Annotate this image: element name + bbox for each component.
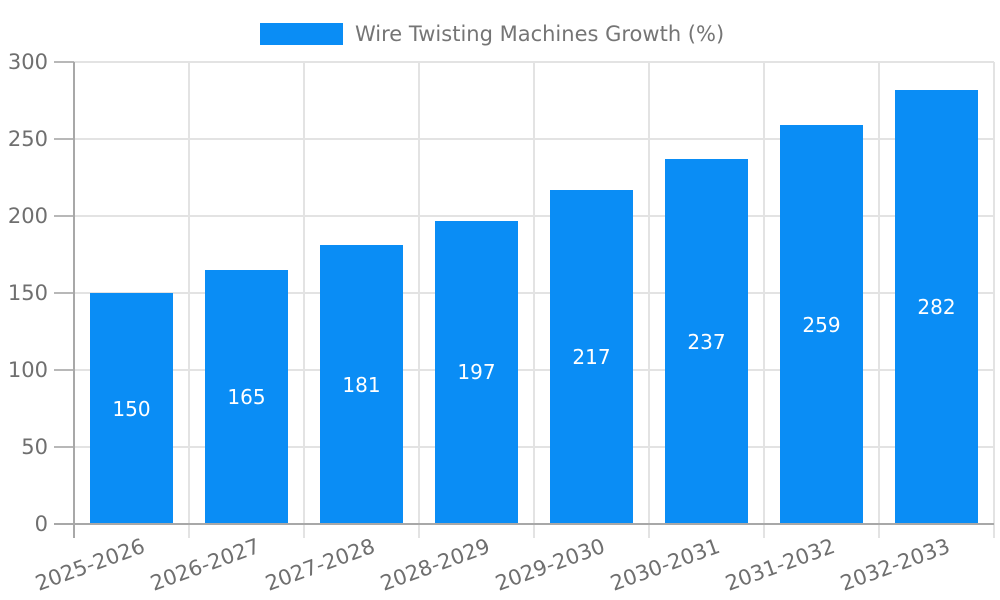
bar	[435, 220, 518, 524]
bar	[90, 293, 173, 524]
y-tick-label: 100	[7, 358, 48, 382]
x-gridline	[648, 62, 650, 538]
x-gridline	[533, 62, 535, 538]
bar	[780, 125, 863, 524]
bar	[550, 189, 633, 524]
y-tick-mark	[54, 369, 74, 371]
bar	[320, 245, 403, 524]
y-tick-mark	[54, 446, 74, 448]
bar	[895, 89, 978, 524]
x-tick-label: 2026-2027	[147, 533, 264, 596]
y-tick-label: 150	[7, 281, 48, 305]
y-tick-label: 200	[7, 204, 48, 228]
legend-swatch-icon	[260, 23, 343, 45]
x-gridline	[878, 62, 880, 538]
y-axis-line	[73, 62, 75, 538]
x-tick-label: 2030-2031	[607, 533, 724, 596]
x-tick-label: 2027-2028	[262, 533, 379, 596]
bar	[205, 269, 288, 524]
legend-label: Wire Twisting Machines Growth (%)	[355, 22, 725, 46]
x-gridline	[418, 62, 420, 538]
x-tick-label: 2032-2033	[837, 533, 954, 596]
x-gridline	[763, 62, 765, 538]
y-tick-label: 50	[21, 435, 48, 459]
bar-value-label: 237	[687, 329, 726, 354]
y-tick-mark	[54, 292, 74, 294]
x-tick-label: 2031-2032	[722, 533, 839, 596]
bar-value-label: 259	[802, 312, 841, 337]
bar-value-label: 282	[917, 294, 956, 319]
legend: Wire Twisting Machines Growth (%)	[0, 0, 1000, 56]
y-tick-mark	[54, 215, 74, 217]
x-axis-line	[54, 523, 994, 525]
y-tick-mark	[54, 61, 74, 63]
x-tick-label: 2025-2026	[32, 533, 149, 596]
bar-value-label: 197	[457, 360, 496, 385]
y-tick-label: 250	[7, 127, 48, 151]
x-tick-label: 2028-2029	[377, 533, 494, 596]
x-gridline	[993, 62, 995, 538]
bar-value-label: 150	[112, 396, 151, 421]
x-gridline	[303, 62, 305, 538]
bar-value-label: 181	[342, 372, 381, 397]
x-tick-label: 2029-2030	[492, 533, 609, 596]
y-tick-label: 300	[7, 50, 48, 74]
y-gridline	[74, 61, 994, 63]
bar-value-label: 217	[572, 344, 611, 369]
y-tick-mark	[54, 138, 74, 140]
bar	[665, 159, 748, 524]
bar-value-label: 165	[227, 384, 266, 409]
y-tick-label: 0	[34, 512, 48, 536]
x-gridline	[188, 62, 190, 538]
